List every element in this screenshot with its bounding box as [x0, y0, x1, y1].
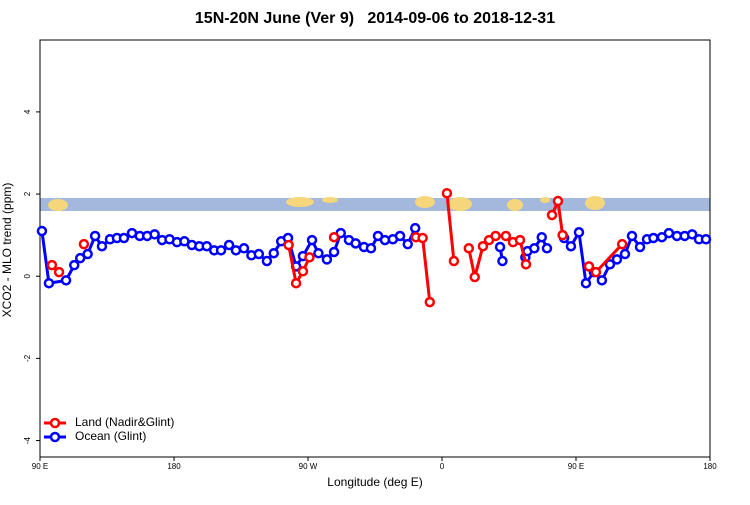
data-point: [215, 245, 227, 256]
legend-label: Land (Nadir&Glint): [75, 415, 174, 429]
legend-label: Ocean (Glint): [75, 429, 146, 443]
data-point: [304, 252, 315, 263]
data-point: [536, 231, 548, 243]
data-point: [686, 229, 698, 240]
data-point: [74, 252, 86, 264]
x-tick-label: 180: [703, 462, 717, 471]
data-point: [60, 275, 72, 286]
data-point: [604, 259, 616, 270]
data-point: [441, 187, 453, 199]
data-point: [230, 245, 242, 256]
data-point: [82, 248, 93, 260]
data-point: [580, 277, 592, 289]
data-point: [626, 230, 638, 242]
data-point: [321, 254, 333, 265]
x-tick-label: 90 E: [568, 462, 584, 471]
data-point: [497, 255, 508, 267]
data-point: [328, 231, 340, 243]
legend: Land (Nadir&Glint)Ocean (Glint): [44, 415, 174, 443]
data-point: [565, 240, 577, 252]
data-point: [149, 229, 160, 240]
y-tick-label: 4: [23, 109, 32, 114]
data-point: [573, 227, 585, 238]
data-point: [611, 254, 623, 265]
x-axis-label: Longitude (deg E): [327, 475, 422, 489]
data-point: [520, 259, 532, 270]
data-point: [46, 259, 58, 271]
data-point: [529, 243, 540, 254]
data-point: [616, 238, 628, 250]
x-tick-label: 180: [167, 462, 181, 471]
y-tick-label: 0: [23, 273, 32, 278]
data-point: [350, 238, 361, 249]
data-point: [313, 247, 324, 259]
data-point: [290, 277, 302, 289]
data-point: [36, 225, 48, 237]
data-point: [365, 243, 377, 254]
data-point: [546, 209, 558, 221]
data-point: [700, 234, 712, 245]
data-point: [648, 232, 659, 244]
x-tick-label: 90 E: [32, 462, 48, 471]
data-point: [634, 241, 646, 253]
data-point: [201, 240, 213, 252]
legend-marker: [49, 417, 61, 429]
data-point: [297, 266, 309, 277]
data-point: [424, 296, 436, 308]
data-point: [96, 240, 108, 252]
y-tick-label: 2: [23, 191, 32, 196]
data-point: [557, 229, 568, 241]
data-point: [223, 239, 235, 251]
map-strip: [40, 196, 710, 211]
data-point: [590, 266, 602, 278]
data-point: [118, 232, 130, 244]
y-tick-label: -4: [23, 436, 32, 444]
plot-frame: [39, 39, 711, 458]
y-axis-label: XCO2 - MLO trend (ppm): [0, 183, 14, 318]
data-point: [552, 195, 564, 207]
data-point: [583, 261, 595, 272]
data-point: [53, 266, 65, 278]
data-point: [514, 234, 526, 246]
data-point: [306, 234, 318, 246]
chart-title: 15N-20N June (Ver 9) 2014-09-06 to 2018-…: [195, 10, 555, 27]
data-point: [238, 243, 250, 254]
data-point: [409, 222, 421, 234]
data-point: [402, 238, 414, 250]
y-tick-label: -2: [23, 354, 32, 362]
data-point: [268, 247, 280, 259]
data-point: [500, 230, 512, 242]
data-point: [328, 246, 340, 258]
data-point: [596, 275, 608, 286]
data-point: [477, 240, 489, 252]
data-point: [619, 248, 631, 260]
data-point: [253, 248, 265, 260]
data-point: [541, 243, 553, 254]
data-point: [469, 271, 481, 283]
data-point: [494, 241, 506, 253]
x-tick-label: 0: [440, 462, 445, 471]
data-point: [394, 230, 406, 242]
data-point: [463, 243, 475, 254]
x-tick-label: 90 W: [299, 462, 318, 471]
data-point: [261, 255, 273, 267]
data-point: [68, 259, 80, 271]
data-point: [89, 230, 101, 242]
data-point: [490, 230, 501, 242]
data-point: [448, 255, 460, 267]
data-point: [78, 238, 90, 250]
legend-marker: [49, 431, 61, 443]
data-point: [43, 277, 55, 289]
data-point: [283, 239, 294, 251]
data-point: [417, 232, 428, 244]
